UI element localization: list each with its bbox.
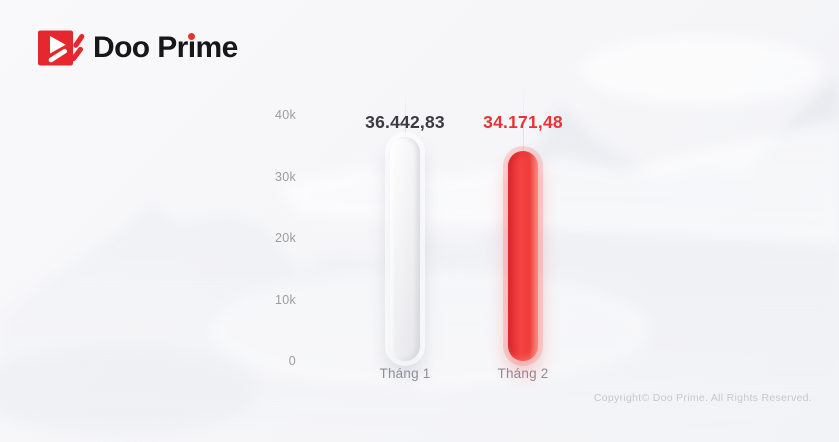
bar-thang-1 xyxy=(390,137,420,361)
doo-prime-logo: Doo Prı me xyxy=(38,27,238,69)
y-axis-tick-label: 0 xyxy=(288,354,296,368)
copyright-text: Copyright© Doo Prime. All Rights Reserve… xyxy=(593,392,812,404)
y-axis-tick-label: 20k xyxy=(274,231,296,245)
y-axis-tick-label: 10k xyxy=(274,293,296,307)
doo-prime-wordmark: Doo Prı me xyxy=(93,31,238,64)
value-label-thang-1: 36.442,83 xyxy=(365,112,445,132)
x-axis-label-thang-2: Tháng 2 xyxy=(497,366,549,381)
bar-thang-2 xyxy=(508,151,538,361)
logo-i-red-dot xyxy=(188,33,196,40)
y-axis-tick-label: 30k xyxy=(274,170,296,184)
doo-prime-logo-icon xyxy=(38,30,85,66)
value-label-thang-2: 34.171,48 xyxy=(483,112,563,132)
y-axis-tick-label: 40k xyxy=(274,108,296,122)
x-axis-label-thang-1: Tháng 1 xyxy=(379,366,431,381)
